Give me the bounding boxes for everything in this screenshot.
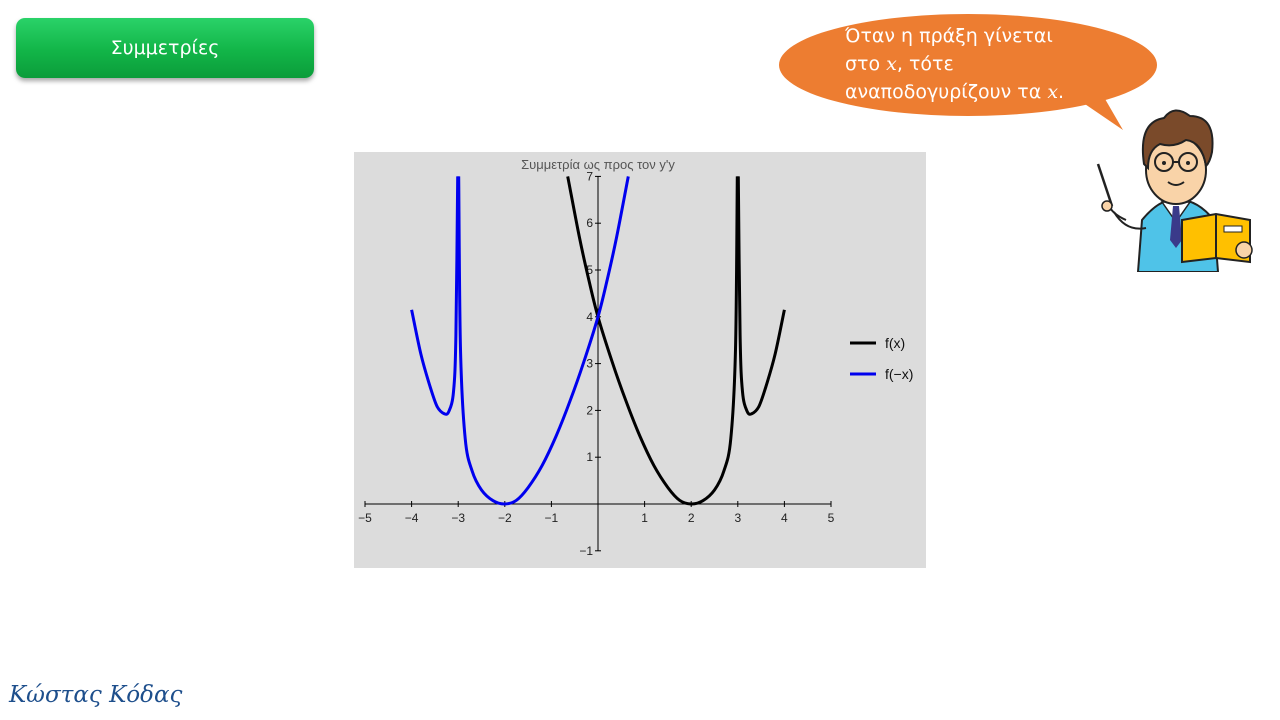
callout-line-2-start: στο — [845, 53, 887, 75]
chart-title: Συμμετρία ως προς τον y'y — [521, 157, 675, 172]
series-line-0 — [566, 176, 739, 506]
callout-variable: x — [886, 53, 897, 75]
series-line-1 — [410, 176, 460, 416]
x-tick-label: 5 — [828, 511, 835, 525]
y-tick-label: 3 — [586, 357, 593, 371]
y-tick-label: 1 — [586, 450, 593, 464]
callout-line-3-start: αναποδογυρίζουν τα — [845, 81, 1048, 103]
callout-line-1: Όταν η πράξη γίνεται — [845, 25, 1053, 47]
series-line-0 — [736, 176, 786, 416]
y-tick-label: 6 — [586, 216, 593, 230]
author-signature: Κώστας Κόδας — [9, 682, 183, 708]
speech-bubble-shape — [779, 14, 1157, 130]
series-line-1 — [457, 176, 630, 506]
callout-line-2-end: , τότε — [896, 53, 954, 75]
x-tick-label: −1 — [545, 511, 559, 525]
x-tick-label: −4 — [405, 511, 419, 525]
speech-bubble-text: Όταν η πράξη γίνεται στο x, τότε αναποδο… — [845, 22, 1145, 106]
x-tick-label: 3 — [734, 511, 741, 525]
chart-canvas: Συμμετρία ως προς τον y'y −5 −4 −3 −2 −1 1 2 3 4… — [358, 157, 913, 558]
x-tick-label: −5 — [358, 511, 372, 525]
symmetry-chart: Συμμετρία ως προς τον y'y −5 −4 −3 −2 −1 1 2 3 4… — [354, 152, 926, 568]
x-tick-label: 1 — [641, 511, 648, 525]
y-tick-label: −1 — [579, 544, 593, 558]
section-title-button[interactable]: Συμμετρίες — [16, 18, 314, 78]
speech-bubble: Όταν η πράξη γίνεται στο x, τότε αναποδο… — [779, 14, 1157, 130]
x-tick-label: −2 — [498, 511, 512, 525]
x-tick-label: 4 — [781, 511, 788, 525]
legend-label: f(x) — [885, 335, 905, 351]
y-tick-label: 4 — [586, 310, 593, 324]
x-tick-label: 2 — [688, 511, 695, 525]
callout-line-3-end: . — [1058, 81, 1065, 103]
legend-label: f(−x) — [885, 366, 913, 382]
x-tick-label: −3 — [451, 511, 465, 525]
section-title-label: Συμμετρίες — [110, 37, 220, 59]
callout-variable: x — [1047, 81, 1059, 103]
callout-line-2: στο x, τότε — [845, 50, 1145, 78]
y-tick-label: 5 — [586, 263, 593, 277]
teacher-illustration — [1096, 109, 1253, 272]
callout-line-3: αναποδογυρίζουν τα x. — [845, 78, 1145, 106]
y-tick-label: 7 — [586, 169, 593, 183]
y-tick-label: 2 — [586, 403, 593, 417]
